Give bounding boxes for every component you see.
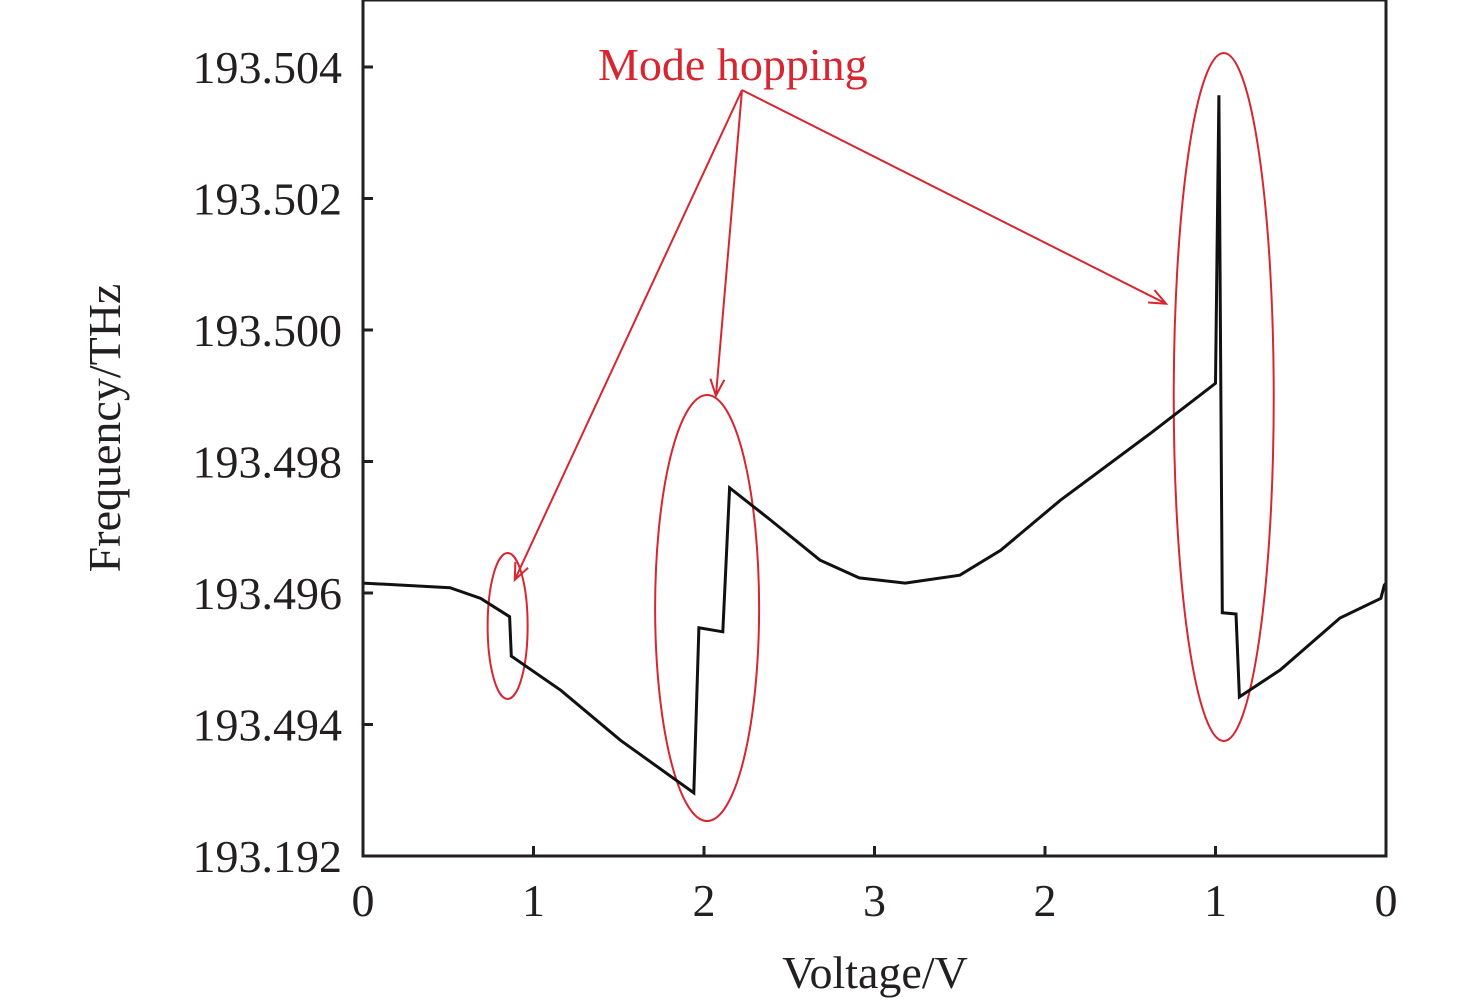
x-tick-label: 0 bbox=[352, 875, 375, 926]
y-tick-label: 193.498 bbox=[193, 437, 343, 488]
annotation-arrow-line bbox=[513, 89, 743, 581]
arrowhead-icon bbox=[1148, 289, 1169, 305]
annotation-ellipses bbox=[486, 52, 1275, 822]
x-tick-label: 3 bbox=[863, 875, 886, 926]
y-tick-label: 193.192 bbox=[193, 831, 343, 882]
annotation-arrow-line bbox=[714, 89, 743, 396]
x-tick-label: 2 bbox=[1034, 875, 1057, 926]
series-line-frequency bbox=[362, 95, 1388, 796]
annotation-arrows bbox=[513, 89, 1169, 583]
y-tick-label: 193.496 bbox=[193, 568, 343, 619]
mode-hop-ellipse bbox=[1172, 52, 1275, 742]
mode-hop-ellipse bbox=[486, 552, 529, 700]
annotation-arrow-line bbox=[741, 89, 1167, 305]
y-tick-label: 193.502 bbox=[193, 174, 343, 225]
x-tick-label: 0 bbox=[1375, 875, 1398, 926]
annotation-mode-hopping: Mode hopping bbox=[598, 39, 868, 90]
x-tick-label: 1 bbox=[1204, 875, 1227, 926]
x-tick-label: 2 bbox=[693, 875, 716, 926]
y-axis-label: Frequency/THz bbox=[79, 284, 130, 573]
x-axis-ticks: 0 1 2 3 2 1 0 bbox=[352, 846, 1398, 926]
plot-frame bbox=[361, 0, 1388, 858]
x-tick-label: 1 bbox=[522, 875, 545, 926]
mode-hop-ellipse bbox=[654, 394, 761, 822]
y-tick-label: 193.504 bbox=[193, 42, 343, 93]
y-tick-label: 193.500 bbox=[193, 305, 343, 356]
y-axis-ticks: 193.192 193.494 193.496 193.498 193.500 193.5… bbox=[193, 42, 373, 882]
y-tick-label: 193.494 bbox=[193, 700, 343, 751]
arrowhead-icon bbox=[709, 378, 726, 399]
x-axis-label: Voltage/V bbox=[782, 947, 968, 998]
arrowhead-icon bbox=[513, 561, 529, 583]
